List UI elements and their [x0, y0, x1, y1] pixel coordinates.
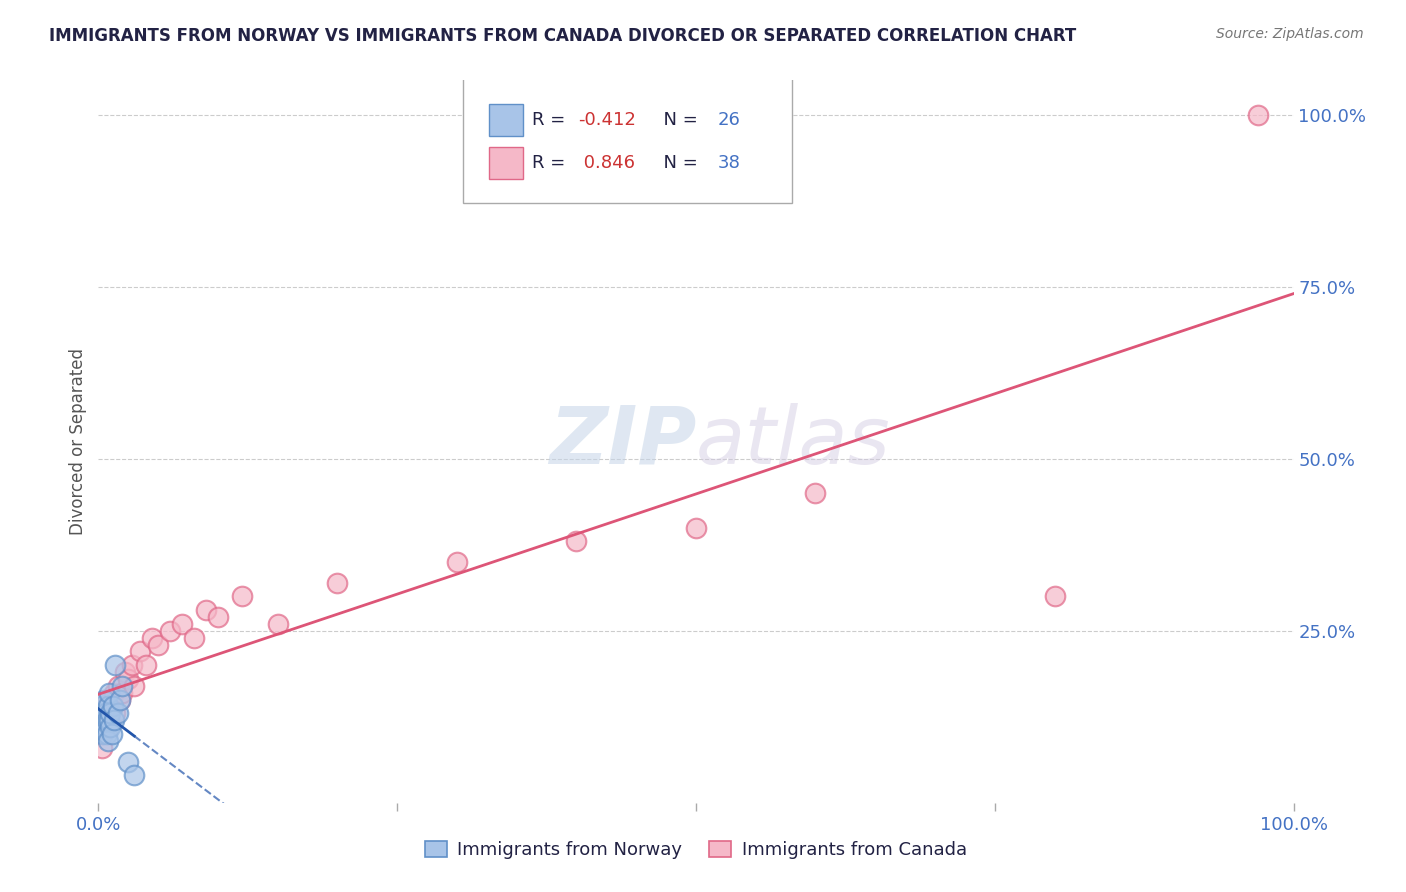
- Text: N =: N =: [652, 111, 703, 129]
- Point: [685, 520, 707, 534]
- Point: [172, 616, 194, 631]
- Point: [94, 720, 117, 734]
- Point: [94, 706, 117, 721]
- Point: [101, 699, 124, 714]
- Point: [111, 686, 134, 700]
- Point: [91, 713, 114, 727]
- Point: [100, 692, 122, 706]
- Y-axis label: Divorced or Separated: Divorced or Separated: [69, 348, 87, 535]
- Point: [103, 713, 125, 727]
- Point: [267, 616, 290, 631]
- Point: [195, 603, 218, 617]
- Point: [93, 720, 115, 734]
- Text: R =: R =: [533, 111, 571, 129]
- Point: [104, 706, 127, 721]
- Point: [90, 706, 112, 721]
- Point: [117, 672, 139, 686]
- Point: [96, 727, 118, 741]
- Point: [96, 713, 118, 727]
- Point: [93, 713, 115, 727]
- Point: [104, 658, 127, 673]
- Point: [565, 534, 588, 549]
- FancyBboxPatch shape: [463, 77, 792, 203]
- Point: [117, 755, 139, 769]
- Point: [1043, 590, 1066, 604]
- Point: [159, 624, 181, 638]
- Point: [108, 692, 131, 706]
- Point: [90, 727, 112, 741]
- Point: [91, 740, 114, 755]
- Point: [103, 686, 125, 700]
- Point: [98, 706, 122, 721]
- Point: [97, 692, 120, 706]
- Text: R =: R =: [533, 154, 571, 172]
- Text: IMMIGRANTS FROM NORWAY VS IMMIGRANTS FROM CANADA DIVORCED OR SEPARATED CORRELATI: IMMIGRANTS FROM NORWAY VS IMMIGRANTS FRO…: [49, 27, 1077, 45]
- Point: [108, 692, 131, 706]
- Text: 0.846: 0.846: [578, 154, 634, 172]
- Text: 38: 38: [717, 154, 741, 172]
- Point: [114, 665, 136, 679]
- Point: [124, 679, 146, 693]
- Point: [326, 575, 349, 590]
- Point: [93, 692, 115, 706]
- Point: [129, 644, 152, 658]
- Legend: Immigrants from Norway, Immigrants from Canada: Immigrants from Norway, Immigrants from …: [418, 833, 974, 866]
- Point: [141, 631, 163, 645]
- Text: -0.412: -0.412: [578, 111, 636, 129]
- Text: Source: ZipAtlas.com: Source: ZipAtlas.com: [1216, 27, 1364, 41]
- Point: [1247, 108, 1270, 122]
- Point: [98, 713, 121, 727]
- Point: [148, 638, 170, 652]
- Point: [231, 590, 253, 604]
- Point: [97, 699, 120, 714]
- Point: [91, 706, 114, 721]
- Point: [183, 631, 205, 645]
- Point: [121, 658, 143, 673]
- Point: [96, 713, 118, 727]
- Text: atlas: atlas: [696, 402, 891, 481]
- Point: [98, 706, 122, 721]
- Text: ZIP: ZIP: [548, 402, 696, 481]
- Point: [111, 679, 134, 693]
- Point: [98, 699, 121, 714]
- Point: [101, 699, 124, 714]
- Point: [94, 706, 117, 721]
- Point: [98, 720, 122, 734]
- Point: [207, 610, 229, 624]
- Point: [135, 658, 157, 673]
- FancyBboxPatch shape: [489, 104, 523, 136]
- Point: [100, 727, 122, 741]
- FancyBboxPatch shape: [489, 147, 523, 179]
- Text: 26: 26: [717, 111, 741, 129]
- Point: [98, 686, 121, 700]
- Point: [91, 727, 114, 741]
- Point: [446, 555, 468, 569]
- Point: [91, 699, 114, 714]
- Text: N =: N =: [652, 154, 703, 172]
- Point: [97, 734, 120, 748]
- Point: [107, 706, 129, 721]
- Point: [107, 679, 129, 693]
- Point: [124, 768, 146, 782]
- Point: [804, 486, 827, 500]
- Point: [91, 720, 114, 734]
